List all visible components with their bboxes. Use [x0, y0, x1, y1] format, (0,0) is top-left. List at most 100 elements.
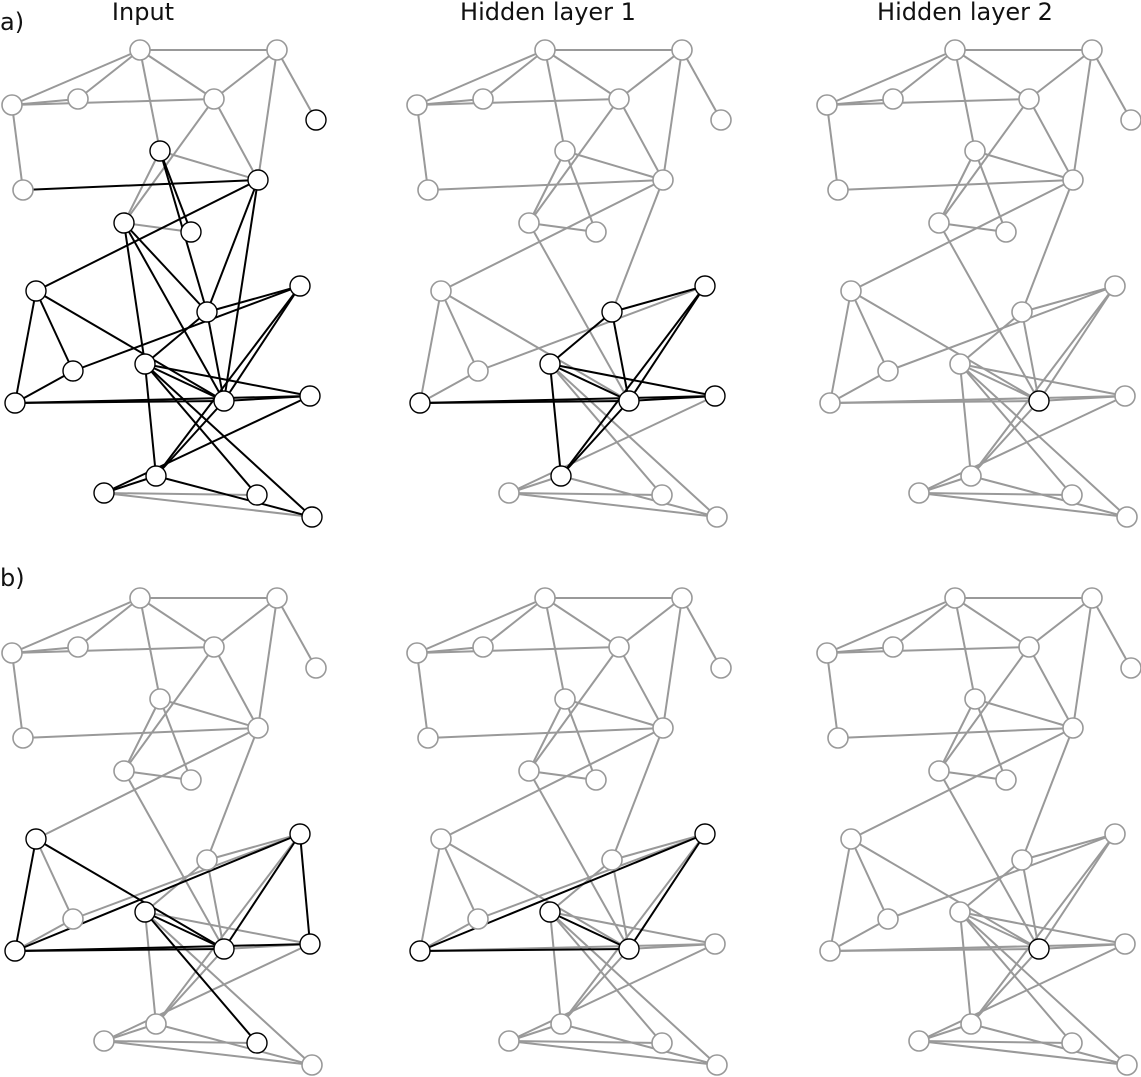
neighbor-node-hop-1	[409, 940, 431, 962]
graph-edge	[528, 646, 620, 772]
graph-edge	[959, 363, 1073, 496]
graph-node	[180, 769, 202, 791]
graph-node	[608, 88, 630, 110]
highlight-edge	[206, 285, 301, 313]
graph-edge	[918, 492, 1073, 496]
graph-edge	[938, 646, 1030, 772]
graph-edge	[564, 150, 664, 181]
column-title-input: Input	[112, 0, 174, 26]
graph-edge	[544, 49, 566, 152]
graph-edge	[1091, 597, 1132, 669]
graph-node	[62, 908, 84, 930]
graph-node	[928, 760, 950, 782]
graph-edge	[959, 911, 1040, 950]
graph-node	[12, 179, 34, 201]
highlight-edge	[611, 311, 630, 402]
graph-edge	[508, 395, 716, 494]
graph-edge	[829, 370, 889, 404]
graph-edge	[618, 597, 683, 648]
graph-edge	[959, 911, 972, 1025]
graph-edge	[144, 859, 208, 913]
target-node	[1028, 938, 1050, 960]
graph-edge	[974, 698, 1007, 781]
graph-node	[960, 465, 982, 487]
graph-edge	[887, 285, 1116, 372]
graph-edge	[564, 698, 597, 781]
graph-node	[1061, 484, 1083, 506]
neighbor-node-hop-1	[196, 301, 218, 323]
highlight-edge	[123, 222, 225, 402]
graph-edge	[508, 1040, 663, 1044]
graph-edge	[123, 98, 215, 224]
graph-node	[949, 353, 971, 375]
graph-node	[652, 169, 674, 191]
graph-edge	[959, 363, 1040, 402]
highlight-edge	[144, 363, 313, 518]
graph-node	[93, 1030, 115, 1052]
graph-edge	[123, 698, 161, 772]
graph-node	[1018, 88, 1040, 110]
graph-node	[467, 360, 489, 382]
graph-edge	[611, 179, 664, 313]
highlight-edge	[14, 833, 301, 952]
graph-edge	[482, 49, 546, 100]
graph-edge	[213, 597, 278, 648]
graph-node	[585, 221, 607, 243]
graph-edge	[850, 290, 889, 372]
graph-node	[534, 587, 556, 609]
graph-edge	[440, 290, 479, 372]
highlight-edge	[223, 179, 259, 402]
graph-edge	[416, 98, 620, 106]
highlight-edge	[611, 285, 706, 313]
graph-node	[882, 88, 904, 110]
graph-edge	[954, 49, 1030, 100]
highlight-edge	[123, 222, 208, 313]
graph-edge	[1028, 597, 1093, 648]
neighbor-node-hop-2	[247, 169, 269, 191]
graph-edge	[482, 597, 546, 648]
graph-edge	[829, 838, 852, 952]
graph-edge	[139, 49, 161, 152]
graph-edge	[918, 395, 1126, 494]
graph-edge	[159, 698, 259, 729]
graph-node	[651, 1032, 673, 1054]
graph-edge	[427, 179, 664, 191]
target-node	[213, 390, 235, 412]
graph-edge	[959, 311, 1023, 365]
neighbor-node-hop-1	[145, 465, 167, 487]
graph-edge	[970, 475, 1128, 518]
graph-node	[960, 1013, 982, 1035]
highlight-edge	[14, 370, 74, 404]
graph-node	[113, 760, 135, 782]
graph-edge	[103, 492, 313, 518]
graph-node	[827, 179, 849, 201]
graph-node	[266, 39, 288, 61]
graph-node	[1081, 39, 1103, 61]
graph-edge	[974, 150, 1074, 181]
graph-node	[1116, 506, 1138, 528]
graph-node	[472, 636, 494, 658]
graph-node	[964, 688, 986, 710]
highlight-edge	[144, 363, 157, 477]
graph-node	[467, 908, 489, 930]
graph-node	[1114, 385, 1136, 407]
graph-edge	[22, 727, 259, 739]
graph-edge	[560, 475, 718, 518]
graph-edge	[954, 49, 976, 152]
column-title-hidden-layer-1: Hidden layer 1	[460, 0, 636, 26]
graph-edge	[416, 652, 429, 739]
panel-b-hidden-layer-2	[816, 587, 1141, 1076]
graph-edge	[144, 911, 313, 1066]
graph-node	[1062, 717, 1084, 739]
graph-node	[601, 849, 623, 871]
graph-edge	[549, 911, 718, 1066]
graph-edge	[508, 492, 718, 518]
highlight-edge	[419, 833, 706, 952]
graph-node	[652, 717, 674, 739]
graph-node	[550, 1013, 572, 1035]
highlight-edge	[144, 363, 225, 402]
highlight-edge	[223, 833, 301, 950]
graph-edge	[440, 838, 479, 920]
graph-edge	[918, 1040, 1128, 1066]
graph-edge	[560, 833, 706, 1025]
